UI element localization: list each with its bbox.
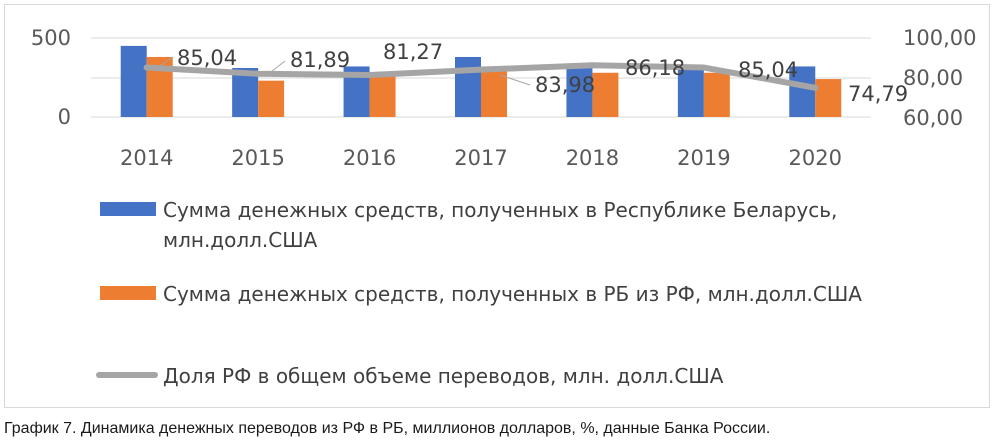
data-label: 85,04	[177, 46, 237, 70]
x-axis-tick: 2014	[120, 146, 173, 170]
bar-blue	[455, 56, 481, 117]
chart-svg: 500 0 100,00 80,00 60,00 2014 2015 2016 2017 2018…	[31, 26, 977, 388]
data-label: 81,89	[290, 48, 350, 72]
left-axis-tick: 0	[58, 105, 71, 129]
x-axis-tick: 2016	[343, 146, 396, 170]
right-axis-tick: 100,00	[903, 26, 976, 50]
line-point	[478, 66, 484, 73]
right-axis-tick: 60,00	[903, 106, 963, 130]
line-point	[589, 62, 596, 69]
data-label: 74,79	[848, 82, 908, 106]
legend-swatch	[100, 202, 156, 216]
legend-entry-russia-share: Доля РФ в общем объеме переводов, млн. д…	[163, 364, 724, 388]
legend-entry-from-russia: Сумма денежных средств, полученных в РБ …	[163, 282, 862, 306]
x-axis-tick: 2020	[789, 146, 842, 170]
line-point	[255, 70, 262, 77]
bar-orange	[369, 75, 396, 117]
line-point	[700, 64, 707, 71]
legend-entry-belarus-total: млн.долл.США	[163, 228, 318, 252]
chart-frame: 500 0 100,00 80,00 60,00 2014 2015 2016 2017 2018…	[4, 4, 990, 408]
data-label-leader	[154, 56, 174, 70]
x-axis-tick: 2017	[454, 146, 507, 170]
bar-blue	[677, 64, 704, 117]
data-label-leader	[499, 74, 531, 86]
line-point	[143, 64, 150, 71]
data-label: 81,27	[383, 40, 443, 64]
data-label: 85,04	[738, 58, 798, 82]
bar-orange	[592, 72, 619, 117]
legend-entry-belarus-total: Сумма денежных средств, полученных в Рес…	[163, 198, 837, 222]
line-point	[812, 84, 819, 91]
figure-caption: График 7. Динамика денежных переводов из…	[4, 420, 771, 437]
bar-blue	[789, 66, 816, 117]
bar-orange	[815, 79, 842, 117]
x-axis-tick: 2019	[677, 146, 730, 170]
bar-orange	[703, 72, 730, 117]
right-axis-tick: 80,00	[903, 66, 963, 90]
bar-blue	[566, 64, 593, 117]
data-label: 86,18	[625, 56, 685, 80]
x-axis-tick: 2015	[231, 146, 284, 170]
data-label: 83,98	[535, 73, 595, 97]
bar-blue	[120, 45, 147, 117]
line-point	[366, 71, 373, 78]
data-label-leader	[266, 60, 286, 76]
left-axis-tick: 500	[31, 26, 71, 50]
x-axis-tick: 2018	[566, 146, 619, 170]
bar-orange	[481, 66, 507, 117]
legend-swatch	[100, 286, 156, 300]
bar-orange	[258, 80, 285, 117]
